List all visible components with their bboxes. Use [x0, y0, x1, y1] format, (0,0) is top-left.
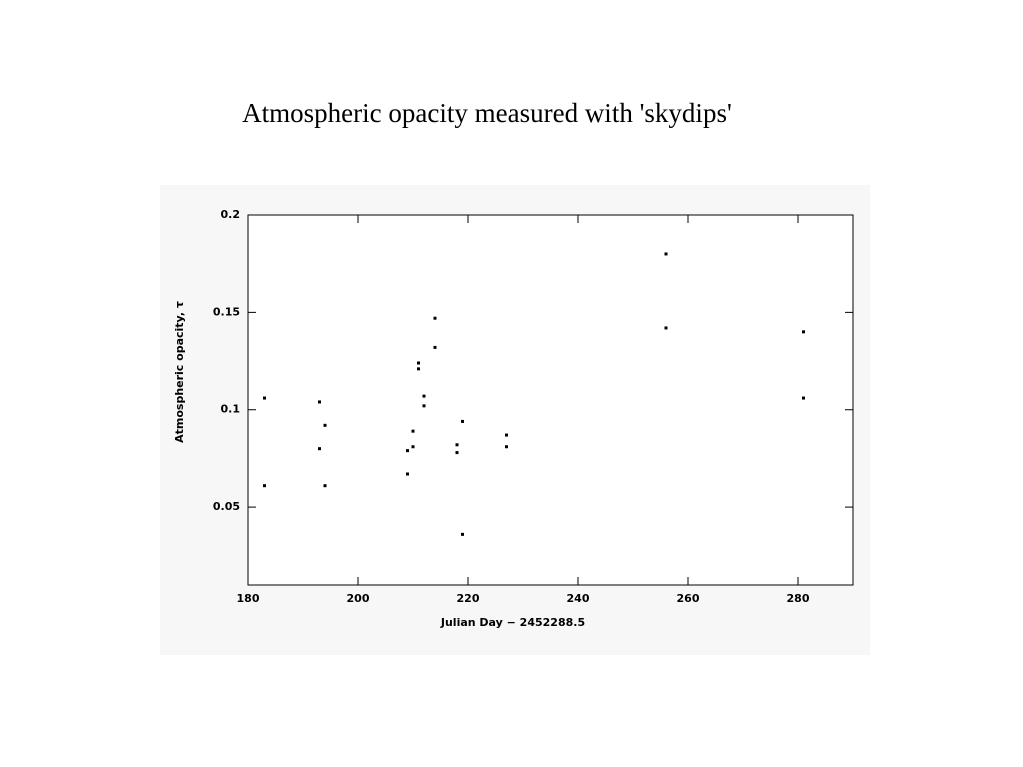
- y-tick-label: 0.1: [221, 403, 241, 416]
- point: [455, 443, 459, 447]
- x-tick-label: 220: [457, 592, 480, 605]
- point: [406, 472, 409, 476]
- point: [422, 404, 426, 408]
- point: [433, 345, 437, 349]
- point: [461, 419, 464, 423]
- point: [263, 396, 266, 400]
- point: [406, 449, 409, 453]
- y-tick-label: 0.15: [213, 305, 240, 318]
- point: [422, 394, 426, 398]
- point: [433, 316, 437, 320]
- x-tick-label: 240: [567, 592, 590, 605]
- x-tick-label: 280: [787, 592, 810, 605]
- point: [411, 445, 415, 449]
- point: [461, 532, 464, 536]
- x-axis-label: Julian Day − 2452288.5: [440, 616, 585, 629]
- x-tick-label: 180: [237, 592, 260, 605]
- x-tick-label: 200: [347, 592, 370, 605]
- point: [263, 484, 266, 488]
- point: [505, 445, 508, 449]
- point: [505, 433, 508, 437]
- y-tick-label: 0.05: [213, 500, 240, 513]
- point: [802, 396, 805, 400]
- point: [455, 451, 459, 455]
- plot-frame: [247, 214, 854, 586]
- x-tick-label: 260: [677, 592, 700, 605]
- point: [323, 423, 327, 427]
- point: [411, 429, 415, 433]
- y-axis-label: Atmospheric opacity, τ: [173, 301, 186, 443]
- point: [318, 400, 321, 404]
- point: [664, 326, 668, 330]
- point: [664, 252, 668, 256]
- y-tick-label: 0.2: [221, 208, 241, 221]
- point: [323, 484, 327, 488]
- point: [417, 361, 420, 365]
- point: [417, 367, 420, 371]
- chart-title: Atmospheric opacity measured with 'skydi…: [242, 98, 732, 128]
- point: [318, 447, 321, 451]
- point: [802, 330, 805, 334]
